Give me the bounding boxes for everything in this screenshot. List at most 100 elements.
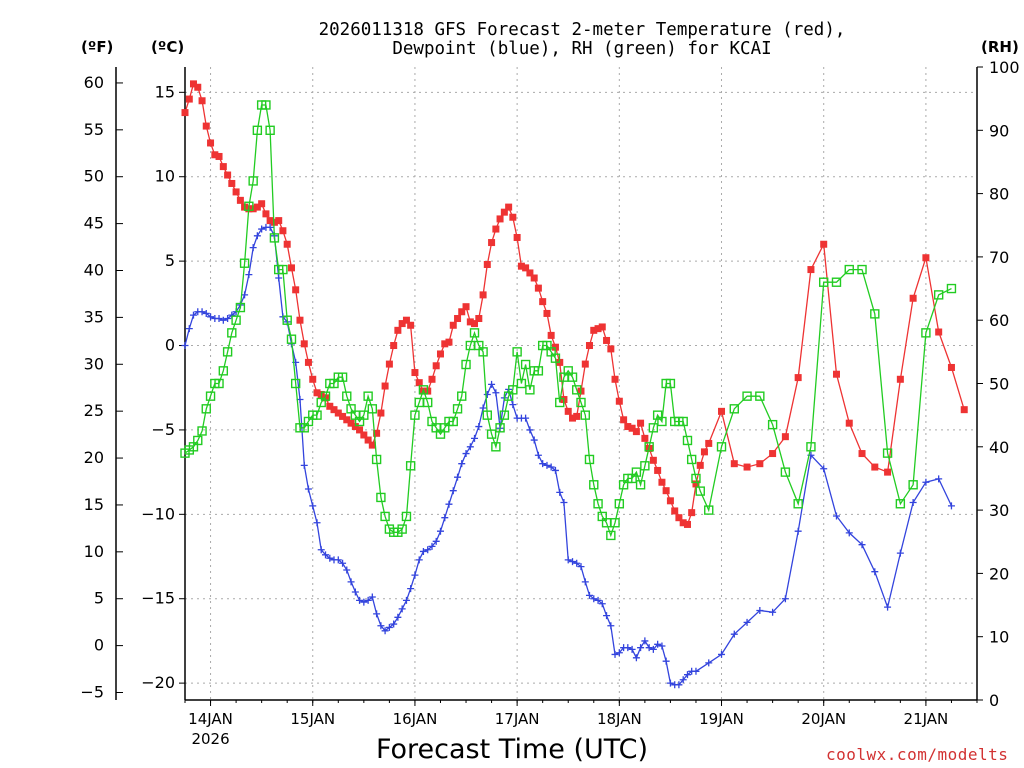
- dewpoint-point: [339, 559, 347, 567]
- x-tick-label: 14JAN: [188, 710, 233, 728]
- rh-point: [491, 442, 501, 452]
- rh-point: [418, 385, 429, 395]
- rh-point: [640, 461, 650, 471]
- temperature-point: [628, 424, 636, 432]
- dewpoint-point: [679, 676, 687, 684]
- temperature-point: [581, 360, 589, 368]
- dewpoint-point: [820, 465, 828, 473]
- x-tick-label: 19JAN: [699, 710, 744, 728]
- dewpoint-point: [569, 558, 577, 566]
- dewpoint-point: [577, 563, 585, 571]
- y-tick-label-fahrenheit: 40: [84, 260, 104, 279]
- temperature-point: [415, 379, 423, 387]
- rh-point: [244, 201, 254, 211]
- rh-point: [704, 505, 714, 515]
- rh-point: [589, 480, 599, 490]
- rh-line: [184, 104, 952, 538]
- temperature-point: [492, 225, 500, 233]
- y-tick-label-fahrenheit: 30: [84, 354, 104, 373]
- temperature-point: [466, 318, 474, 326]
- y-tick-label-rh: 90: [989, 121, 1009, 140]
- temperature-point: [189, 80, 197, 88]
- rh-point: [201, 404, 211, 414]
- y-tick-label-rh: 80: [989, 185, 1009, 204]
- temperature-point: [207, 139, 215, 147]
- dewpoint-point: [637, 644, 645, 652]
- y-tick-label-fahrenheit: 5: [94, 589, 104, 608]
- x-tick-label: 15JAN: [290, 710, 335, 728]
- dewpoint-point: [381, 627, 389, 635]
- y-tick-label-fahrenheit: 35: [84, 307, 104, 326]
- temperature-point: [649, 456, 657, 464]
- temperature-point: [590, 326, 598, 334]
- y-tick-label-celsius: 0: [165, 336, 175, 355]
- dewpoint-point: [581, 578, 589, 586]
- temperature-point: [858, 450, 866, 458]
- dewpoint-point: [347, 578, 355, 586]
- dewpoint-point: [539, 460, 547, 468]
- watermark: coolwx.com/modelts: [826, 745, 1008, 764]
- temperature-point: [368, 441, 376, 449]
- rh-point: [857, 264, 867, 275]
- rh-point: [371, 454, 382, 465]
- temperature-point: [624, 423, 632, 431]
- temperature-point: [475, 315, 483, 323]
- unit-label-celsius: (ºC): [151, 38, 184, 56]
- temperature-point: [960, 406, 968, 414]
- dewpoint-point: [411, 571, 419, 579]
- dewpoint-point: [224, 315, 232, 323]
- dewpoint-point: [683, 671, 691, 679]
- rh-point: [631, 467, 642, 477]
- y-tick-label-rh: 10: [989, 628, 1009, 647]
- rh-point: [933, 290, 944, 300]
- temperature-point: [202, 122, 210, 130]
- y-tick-label-rh: 30: [989, 501, 1009, 520]
- temperature-line: [184, 82, 965, 526]
- temperature-point: [607, 345, 615, 353]
- dewpoint-point: [428, 542, 436, 550]
- dewpoint-point: [356, 596, 364, 604]
- dewpoint-point: [909, 499, 917, 507]
- dewpoint-point: [385, 623, 393, 631]
- temperature-point: [454, 315, 462, 323]
- temperature-point: [654, 466, 662, 474]
- dewpoint-point: [360, 598, 368, 606]
- rh-point: [516, 378, 527, 389]
- dewpoint-point: [560, 499, 568, 507]
- temperature-point: [381, 382, 389, 390]
- y-tick-label-celsius: 10: [155, 167, 175, 186]
- rh-point: [635, 480, 646, 490]
- rh-point: [695, 486, 705, 496]
- dewpoint-point: [436, 527, 444, 535]
- dewpoint-point: [415, 556, 423, 564]
- rh-point: [282, 315, 292, 325]
- dewpoint-point: [471, 434, 479, 442]
- rh-point: [478, 347, 488, 357]
- dewpoint-point: [935, 475, 943, 483]
- rh-point: [499, 410, 510, 420]
- dewpoint-point: [364, 596, 372, 604]
- dewpoint-point: [641, 637, 649, 645]
- rh-point: [584, 454, 595, 465]
- dewpoint-point: [189, 311, 197, 319]
- dewpoint-point: [598, 600, 606, 608]
- y-tick-label-rh: 40: [989, 438, 1009, 457]
- y-tick-label-rh: 100: [989, 58, 1020, 77]
- rh-point: [946, 283, 957, 294]
- x-tick-label: 20JAN: [801, 710, 846, 728]
- rh-point: [512, 347, 522, 357]
- dewpoint-point: [718, 650, 726, 658]
- dewpoint-point: [649, 645, 657, 653]
- y-tick-label-celsius: 15: [155, 82, 175, 101]
- rh-point: [520, 359, 531, 370]
- y-tick-label-fahrenheit: 45: [84, 214, 104, 233]
- rh-point: [367, 404, 378, 414]
- rh-point: [844, 264, 854, 275]
- temperature-point: [211, 151, 219, 159]
- rh-point: [222, 347, 233, 357]
- y-tick-label-rh: 50: [989, 375, 1009, 394]
- temperature-point: [181, 109, 189, 117]
- temperature-point: [896, 375, 904, 383]
- dewpoint-point: [373, 610, 381, 618]
- dewpoint-point: [304, 485, 312, 493]
